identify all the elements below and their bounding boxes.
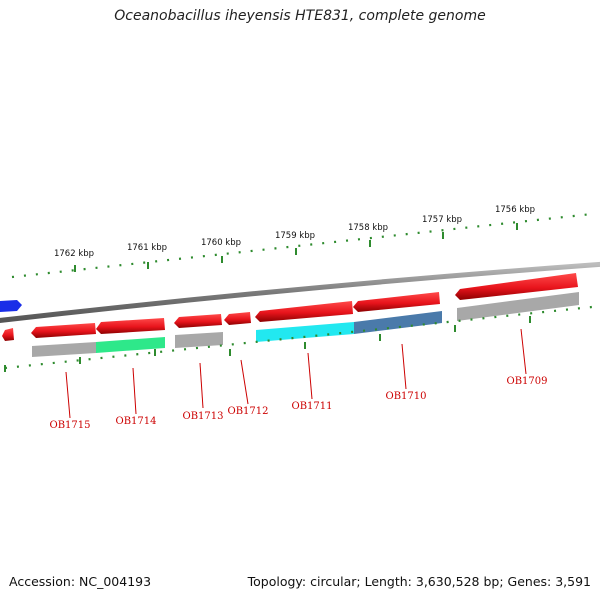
accession-text: Accession: NC_004193 <box>9 574 152 589</box>
domain-bar[interactable] <box>96 337 165 353</box>
gene-OB1714[interactable] <box>96 318 165 334</box>
gene-OB1710[interactable] <box>353 292 440 312</box>
gene-fragment-left[interactable] <box>2 328 14 341</box>
domain-bar[interactable] <box>175 332 223 348</box>
domain-bar[interactable] <box>457 292 579 321</box>
gene-label[interactable]: OB1709 <box>507 376 548 387</box>
gene-OB1715[interactable] <box>31 323 96 338</box>
gene-label[interactable]: OB1713 <box>183 411 224 422</box>
gene-label[interactable]: OB1712 <box>228 406 269 417</box>
kbp-label: 1757 kbp <box>422 215 462 225</box>
upstream-gene[interactable] <box>0 300 22 312</box>
domain-bar[interactable] <box>354 311 442 334</box>
label-leaders <box>65 328 527 419</box>
scale-track-upper <box>11 212 593 279</box>
kbp-label: 1760 kbp <box>201 238 241 248</box>
gene-label[interactable]: OB1714 <box>116 416 157 427</box>
gene-label[interactable]: OB1711 <box>292 401 333 412</box>
gene-label[interactable]: OB1715 <box>50 420 91 431</box>
domain-bar[interactable] <box>256 322 354 342</box>
gene-label[interactable]: OB1710 <box>386 391 427 402</box>
kbp-label: 1761 kbp <box>127 243 167 253</box>
scale-labels: 1762 kbp 1761 kbp 1760 kbp 1759 kbp 1758… <box>54 205 535 259</box>
domain-track <box>32 292 579 357</box>
genome-title: Oceanobacillus iheyensis HTE831, complet… <box>114 8 486 24</box>
gene-OB1711[interactable] <box>255 301 353 322</box>
kbp-label: 1759 kbp <box>275 231 315 241</box>
gene-arrows <box>31 273 578 338</box>
scale-track-lower <box>4 305 593 372</box>
kbp-label: 1756 kbp <box>495 205 535 215</box>
gene-labels: OB1715 OB1714 OB1713 OB1712 OB1711 OB171… <box>50 376 548 431</box>
genome-backbone <box>0 261 600 323</box>
gene-OB1712[interactable] <box>224 312 251 325</box>
domain-bar[interactable] <box>32 342 96 357</box>
kbp-label: 1758 kbp <box>348 223 388 233</box>
genome-summary-text: Topology: circular; Length: 3,630,528 bp… <box>247 574 591 589</box>
gene-OB1709[interactable] <box>455 273 578 300</box>
kbp-label: 1762 kbp <box>54 249 94 259</box>
gene-OB1713[interactable] <box>174 314 222 328</box>
